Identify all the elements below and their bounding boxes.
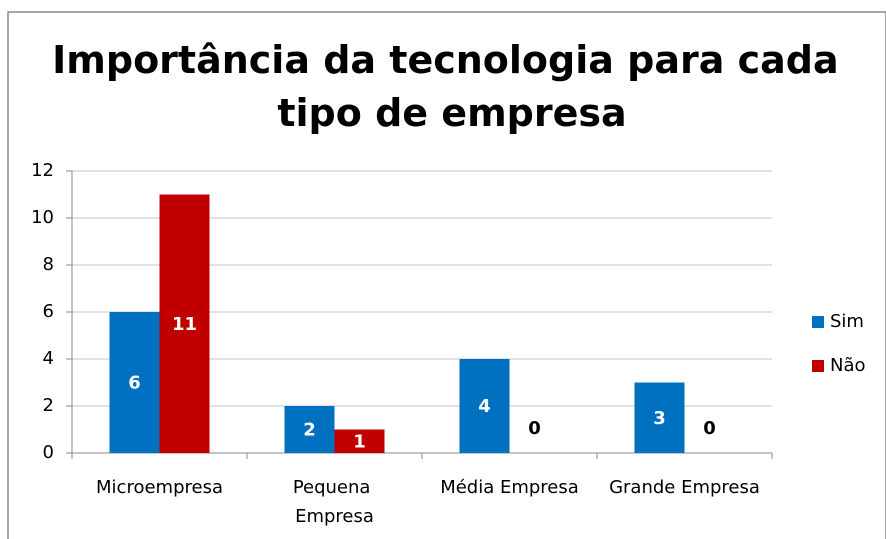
x-tick-label: Microempresa: [96, 477, 223, 498]
chart-title: Importância da tecnologia para cada tipo…: [52, 38, 852, 135]
data-label: 2: [303, 420, 316, 441]
data-label: 6: [128, 373, 141, 394]
legend-swatch: [812, 360, 824, 372]
x-tick-label: Média Empresa: [440, 477, 579, 498]
bar: [109, 312, 160, 453]
legend-label: Sim: [830, 311, 864, 332]
data-label: 1: [353, 431, 366, 452]
bar: [334, 429, 385, 453]
x-tick-label: Pequena Empresa: [293, 477, 376, 527]
data-label: 11: [172, 314, 197, 335]
x-tick-label: Grande Empresa: [609, 477, 760, 498]
data-label: 3: [653, 408, 666, 429]
bar: [459, 359, 510, 453]
data-label: 0: [528, 418, 541, 439]
y-tick-label: 6: [43, 301, 54, 322]
y-tick-label: 10: [31, 207, 54, 228]
y-tick-label: 2: [43, 395, 54, 416]
data-label: 4: [478, 396, 491, 417]
y-tick-label: 8: [43, 254, 54, 275]
bar: [284, 406, 335, 453]
legend-swatch: [812, 316, 824, 328]
y-tick-label: 4: [43, 348, 54, 369]
bar: [159, 194, 210, 453]
bar: [634, 382, 685, 453]
y-tick-label: 0: [43, 442, 54, 463]
legend-label: Não: [830, 355, 866, 376]
y-tick-label: 12: [31, 160, 54, 181]
data-label: 0: [703, 418, 716, 439]
